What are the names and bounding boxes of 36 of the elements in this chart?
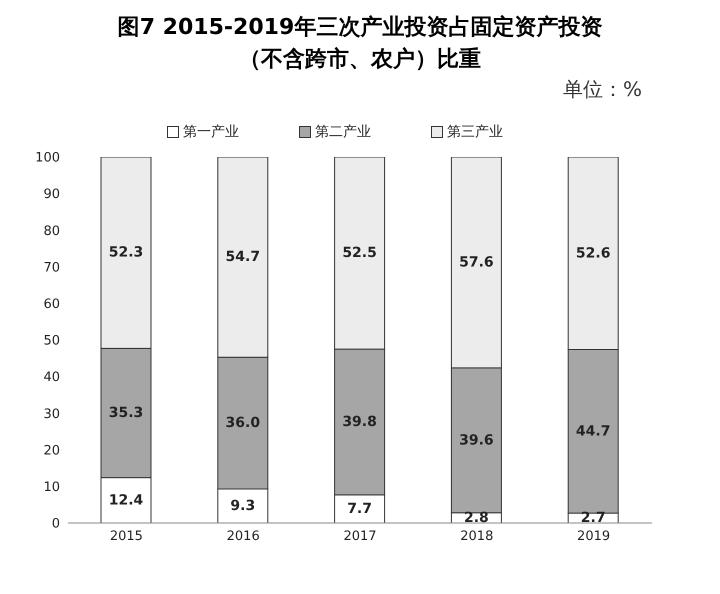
y-tick-label: 0 (52, 516, 60, 532)
data-label: 52.5 (342, 245, 377, 262)
y-tick-label: 40 (43, 370, 60, 386)
x-tick-label: 2018 (460, 529, 494, 544)
legend-label: 第一产业 (182, 123, 239, 141)
x-tick-label: 2019 (577, 529, 610, 544)
data-label: 44.7 (576, 423, 610, 440)
data-label: 52.6 (576, 245, 610, 262)
y-tick-label: 50 (43, 334, 60, 349)
data-label: 54.7 (226, 249, 260, 266)
data-label: 9.3 (230, 498, 256, 514)
data-label: 39.6 (459, 432, 494, 448)
data-label: 7.7 (347, 500, 372, 517)
data-label: 35.3 (108, 405, 144, 422)
y-tick-label: 10 (43, 480, 60, 496)
y-tick-label: 80 (43, 224, 60, 239)
data-label: 57.6 (459, 254, 494, 270)
x-tick-label: 2015 (110, 529, 143, 544)
chart-title: 图7 2015-2019年三次产业投资占固定资产投资（不含跨市、农户）比重 (116, 14, 604, 74)
y-tick-label: 100 (35, 150, 60, 166)
y-tick-label: 70 (43, 260, 60, 276)
data-label: 36.0 (226, 415, 260, 432)
data-label: 2.7 (580, 510, 606, 526)
data-label: 39.8 (342, 414, 377, 430)
text: 单位：% (562, 76, 643, 103)
legend-label: 第二产业 (314, 123, 371, 141)
x-tick-label: 2017 (343, 529, 377, 544)
data-label: 52.3 (108, 244, 144, 261)
x-tick-label: 2016 (226, 529, 260, 544)
legend-label: 第三产业 (446, 123, 503, 141)
y-tick-label: 90 (43, 187, 60, 202)
y-tick-label: 20 (43, 443, 60, 458)
y-tick-label: 30 (43, 406, 60, 422)
data-label: 2.8 (464, 510, 489, 526)
data-label: 12.4 (108, 492, 144, 508)
y-tick-label: 60 (43, 297, 60, 312)
